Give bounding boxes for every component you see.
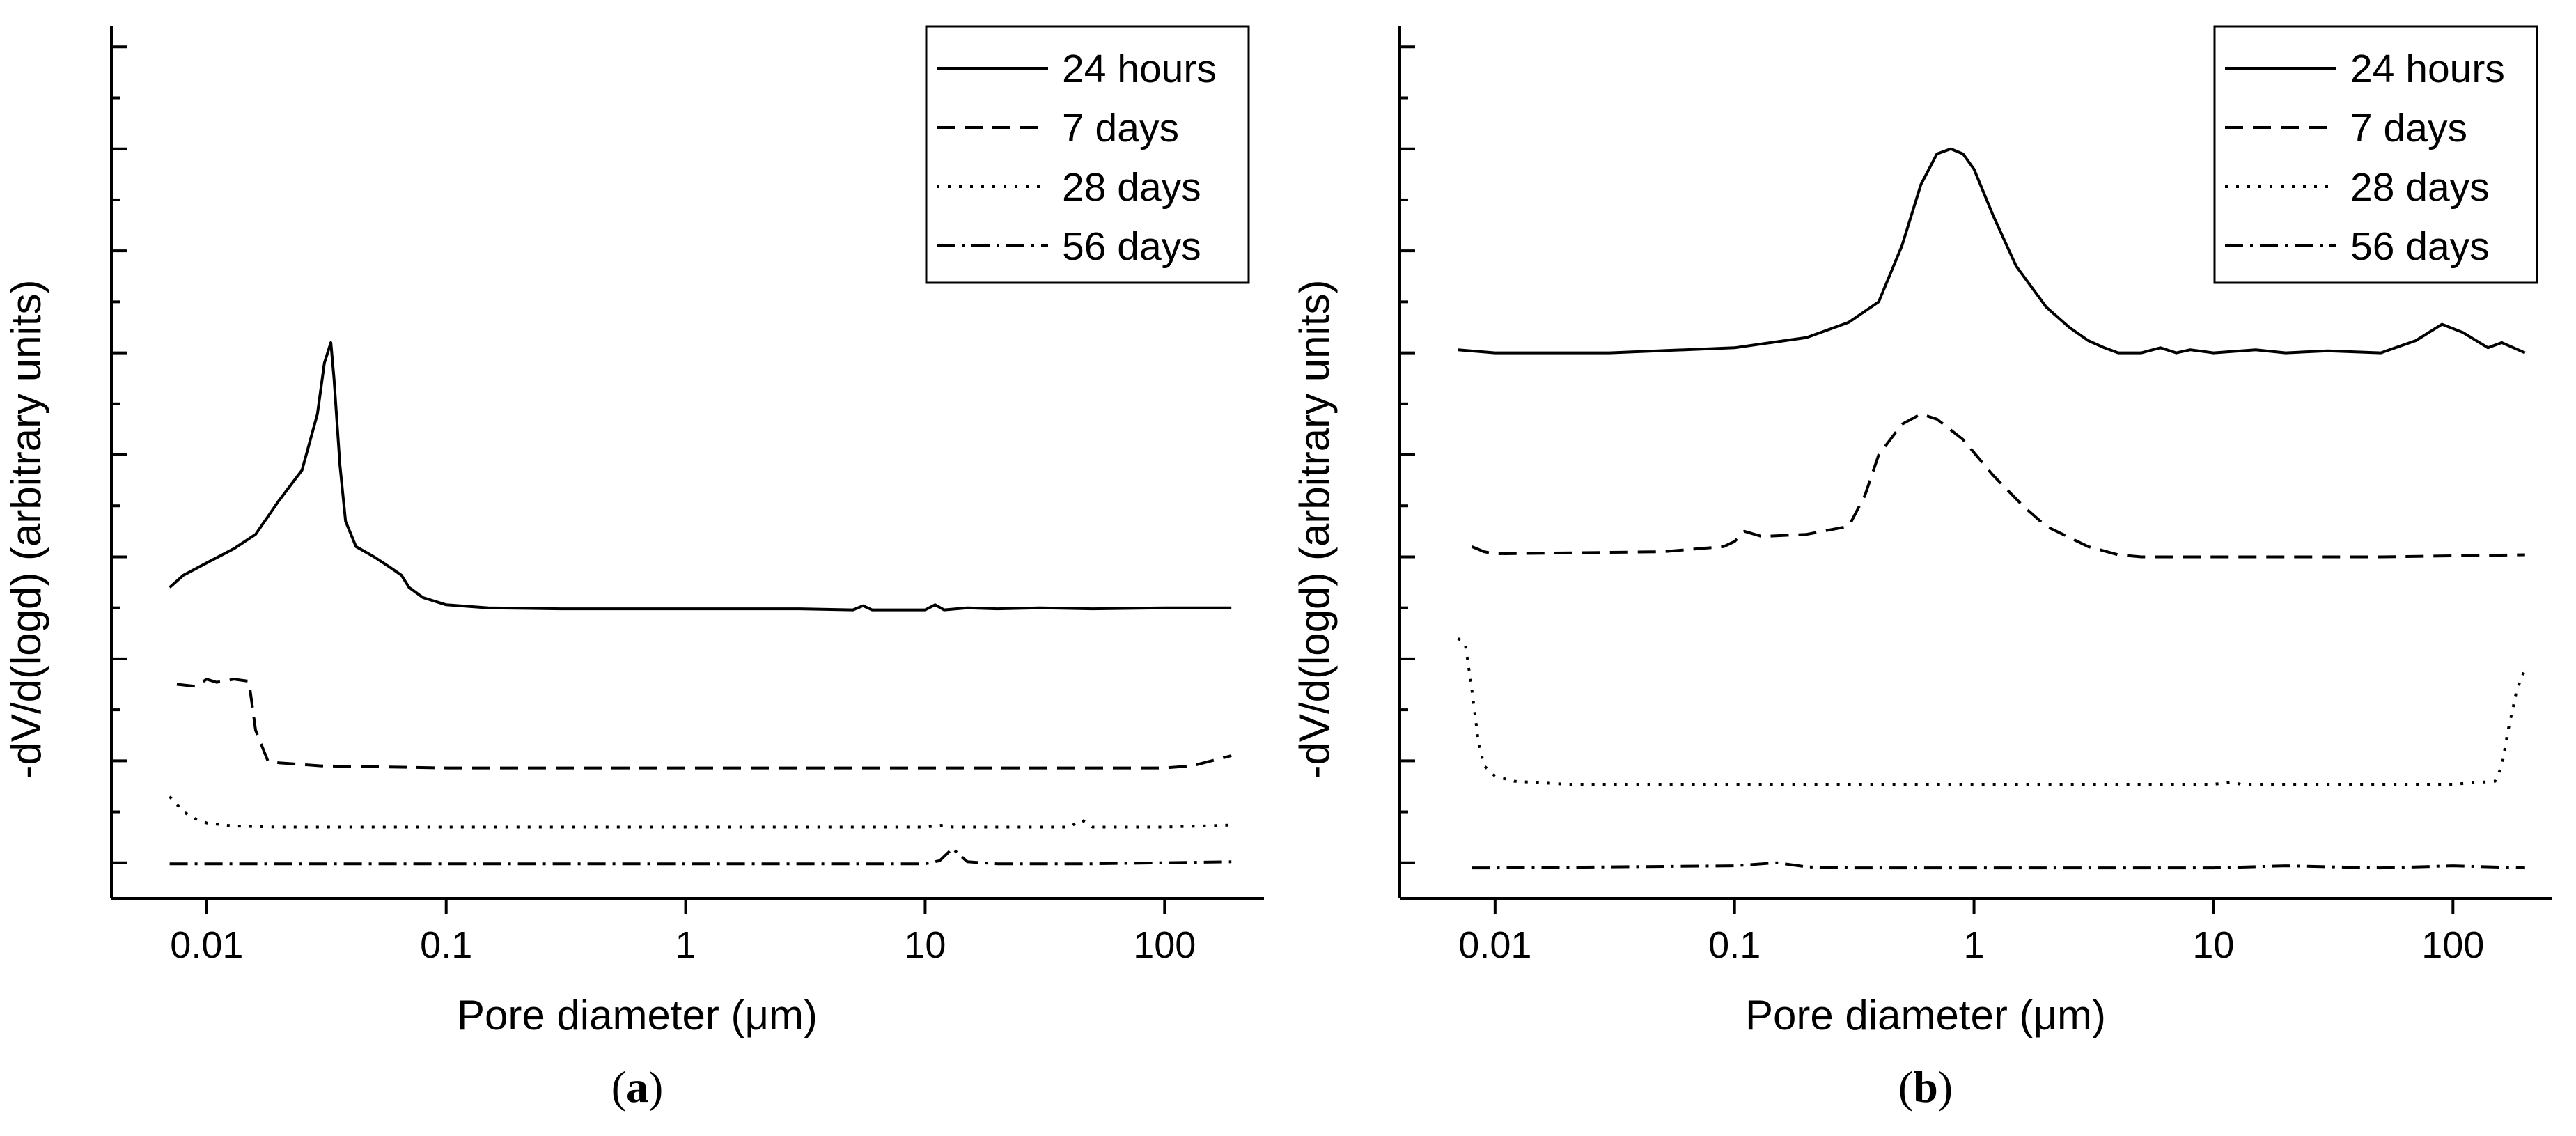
x-tick-label: 1	[1964, 924, 1985, 966]
y-axis-title: -dV/d(logd) (arbitrary units)	[3, 280, 49, 779]
series-56-days	[169, 847, 1232, 866]
chart-panel-a: 0.01 0.1 1 10 100 -dV/d(logd) (arbitrary uni…	[3, 25, 1264, 1112]
panel-label: (b)	[1898, 1062, 1953, 1112]
series-7-days	[176, 678, 1232, 770]
x-tick-label: 10	[2192, 924, 2234, 966]
x-tick-label: 0.1	[420, 924, 472, 966]
x-tick-label: 10	[904, 924, 946, 966]
series-24-hours	[1458, 147, 2526, 355]
x-tick-label: 100	[1133, 924, 1196, 966]
legend-label-28-days: 28 days	[1062, 165, 1201, 210]
legend-label-7-days: 7 days	[2350, 106, 2467, 150]
panel-label: (a)	[611, 1062, 664, 1112]
x-tick-label: 100	[2421, 924, 2484, 966]
y-axis-title-group: -dV/d(logd) (arbitrary units)	[3, 280, 49, 779]
series-28-days	[169, 795, 1232, 829]
legend-label-7-days: 7 days	[1062, 106, 1179, 150]
x-axis-title: Pore diameter (μm)	[1745, 992, 2106, 1038]
series-7-days	[1471, 412, 2525, 559]
chart-panel-b: 0.01 0.1 1 10 100 -dV/d(logd) (arbitrary uni…	[1291, 25, 2552, 1112]
legend: 24 hours 7 days 28 days 56 days	[925, 25, 1250, 284]
legend: 24 hours 7 days 28 days 56 days	[2213, 25, 2538, 284]
x-tick-label: 0.1	[1708, 924, 1761, 966]
legend-label-24-hours: 24 hours	[1062, 47, 1217, 91]
series-28-days	[1457, 637, 2527, 786]
x-axis-title: Pore diameter (μm)	[457, 992, 818, 1038]
legend-label-28-days: 28 days	[2350, 165, 2490, 210]
x-tick-label: 0.01	[1458, 924, 1531, 966]
plot-area: 0.01 0.1 1 10 100	[1398, 26, 2552, 966]
series-24-hours	[169, 341, 1232, 612]
legend-label-56-days: 56 days	[1062, 224, 1201, 269]
plot-area: 0.01 0.1 1 10 100	[110, 26, 1264, 966]
legend-label-24-hours: 24 hours	[2350, 47, 2505, 91]
x-tick-label: 0.01	[170, 924, 243, 966]
legend-label-56-days: 56 days	[2350, 224, 2490, 269]
y-axis-title: -dV/d(logd) (arbitrary units)	[1291, 280, 1338, 779]
y-axis-title-group: -dV/d(logd) (arbitrary units)	[1291, 280, 1338, 779]
series-56-days	[1472, 861, 2525, 870]
x-tick-label: 1	[676, 924, 696, 966]
